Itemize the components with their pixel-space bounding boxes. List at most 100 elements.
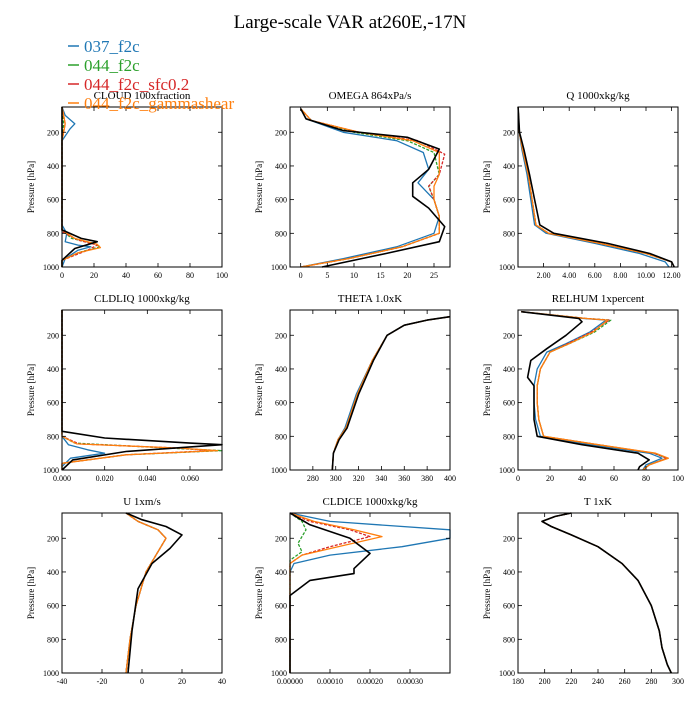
y-axis-label: Pressure [hPa] bbox=[482, 567, 492, 619]
legend: 037_f2c044_f2c044_f2c_sfc0.2044_f2c_gamm… bbox=[68, 37, 234, 113]
y-tick-label: 1000 bbox=[499, 263, 515, 272]
y-tick-label: 400 bbox=[503, 162, 515, 171]
x-tick-label: 0.000 bbox=[53, 474, 71, 483]
series-line-1 bbox=[300, 108, 440, 268]
x-tick-label: 40 bbox=[578, 474, 586, 483]
plot-frame bbox=[517, 106, 679, 268]
panel-title: THETA 1.0xK bbox=[338, 293, 403, 305]
panel-title: T 1xK bbox=[584, 496, 612, 508]
y-tick-label: 1000 bbox=[271, 669, 287, 678]
y-tick-label: 200 bbox=[47, 534, 59, 543]
y-axis-label: Pressure [hPa] bbox=[254, 567, 264, 619]
panel-title: Q 1000xkg/kg bbox=[566, 90, 630, 102]
y-tick-label: 200 bbox=[275, 534, 287, 543]
plot-frame bbox=[61, 106, 223, 268]
x-tick-label: 6.00 bbox=[588, 271, 602, 280]
y-tick-label: 600 bbox=[275, 196, 287, 205]
y-tick-label: 600 bbox=[275, 602, 287, 611]
y-tick-label: 600 bbox=[47, 399, 59, 408]
y-axis-label: Pressure [hPa] bbox=[26, 161, 36, 213]
legend-item: 044_f2c_sfc0.2 bbox=[68, 75, 189, 94]
x-tick-label: 80 bbox=[186, 271, 194, 280]
plot-frame bbox=[517, 309, 679, 471]
x-tick-label: 20 bbox=[403, 271, 411, 280]
x-tick-label: 10.00 bbox=[637, 271, 655, 280]
x-tick-label: 25 bbox=[430, 271, 438, 280]
series-line-5 bbox=[521, 310, 651, 471]
series-line-2 bbox=[541, 512, 672, 674]
series-line-4 bbox=[289, 512, 383, 673]
x-tick-label: 20 bbox=[546, 474, 554, 483]
series-line-4 bbox=[331, 316, 451, 471]
series-line-4 bbox=[517, 106, 675, 268]
x-tick-label: 0.020 bbox=[96, 474, 114, 483]
series-line-5 bbox=[61, 310, 223, 471]
y-axis-label: Pressure [hPa] bbox=[254, 161, 264, 213]
panel-title: CLDLIQ 1000xkg/kg bbox=[94, 293, 190, 305]
series-line-5 bbox=[125, 512, 183, 674]
x-tick-label: 2.00 bbox=[537, 271, 551, 280]
x-tick-label: 220 bbox=[565, 677, 577, 686]
y-tick-label: 600 bbox=[503, 399, 515, 408]
x-tick-label: 0.00030 bbox=[397, 677, 423, 686]
y-axis-label: Pressure [hPa] bbox=[482, 364, 492, 416]
y-axis-label: Pressure [hPa] bbox=[482, 161, 492, 213]
y-axis-label: Pressure [hPa] bbox=[26, 567, 36, 619]
x-tick-label: 280 bbox=[307, 474, 319, 483]
x-tick-label: 40 bbox=[122, 271, 130, 280]
panel-title: U 1xm/s bbox=[123, 496, 161, 508]
y-tick-label: 400 bbox=[47, 365, 59, 374]
y-tick-label: 600 bbox=[503, 602, 515, 611]
series-line-3 bbox=[125, 512, 167, 674]
x-tick-label: 0.00000 bbox=[277, 677, 303, 686]
series-line-2 bbox=[300, 108, 440, 268]
x-tick-label: 100 bbox=[216, 271, 228, 280]
y-tick-label: 800 bbox=[503, 432, 515, 441]
y-tick-label: 1000 bbox=[271, 263, 287, 272]
panel-4: THETA 1.0xK Pressure [hPa] 200 400 600 800 100… bbox=[254, 293, 456, 483]
x-tick-label: 20 bbox=[90, 271, 98, 280]
y-tick-label: 400 bbox=[275, 365, 287, 374]
panel-7: CLDICE 1000xkg/kg Pressure [hPa] 200 400 600… bbox=[254, 496, 451, 686]
x-tick-label: 60 bbox=[154, 271, 162, 280]
series-line-5 bbox=[541, 512, 673, 674]
series-line-5 bbox=[517, 106, 675, 268]
y-tick-label: 800 bbox=[47, 229, 59, 238]
x-tick-label: 12.00 bbox=[663, 271, 681, 280]
y-tick-label: 1000 bbox=[43, 669, 59, 678]
series-line-1 bbox=[541, 512, 672, 674]
x-tick-label: -40 bbox=[57, 677, 68, 686]
series-line-5 bbox=[299, 108, 446, 268]
series-line-5 bbox=[61, 107, 98, 267]
x-tick-label: 0.060 bbox=[181, 474, 199, 483]
legend-label: 037_f2c bbox=[84, 37, 140, 56]
x-tick-label: 0.00020 bbox=[357, 677, 383, 686]
y-tick-label: 1000 bbox=[499, 466, 515, 475]
x-tick-label: 280 bbox=[645, 677, 657, 686]
y-tick-label: 400 bbox=[503, 365, 515, 374]
y-tick-label: 600 bbox=[47, 602, 59, 611]
legend-label: 044_f2c_gammashear bbox=[84, 94, 234, 113]
x-tick-label: 200 bbox=[539, 677, 551, 686]
figure-title: Large-scale VAR at260E,-17N bbox=[234, 12, 467, 33]
x-tick-label: 400 bbox=[444, 474, 456, 483]
x-tick-label: 340 bbox=[375, 474, 387, 483]
series-line-4 bbox=[61, 310, 219, 470]
y-tick-label: 200 bbox=[275, 331, 287, 340]
y-tick-label: 200 bbox=[503, 128, 515, 137]
panel-title: RELHUM 1xpercent bbox=[552, 293, 645, 305]
y-tick-label: 400 bbox=[275, 568, 287, 577]
y-tick-label: 600 bbox=[47, 196, 59, 205]
series-line-4 bbox=[521, 311, 670, 471]
y-tick-label: 600 bbox=[503, 196, 515, 205]
x-tick-label: 260 bbox=[619, 677, 631, 686]
y-axis-label: Pressure [hPa] bbox=[26, 364, 36, 416]
series-line-1 bbox=[125, 512, 167, 674]
series-line-2 bbox=[125, 512, 167, 674]
x-tick-label: 0 bbox=[299, 271, 303, 280]
x-tick-label: 360 bbox=[398, 474, 410, 483]
